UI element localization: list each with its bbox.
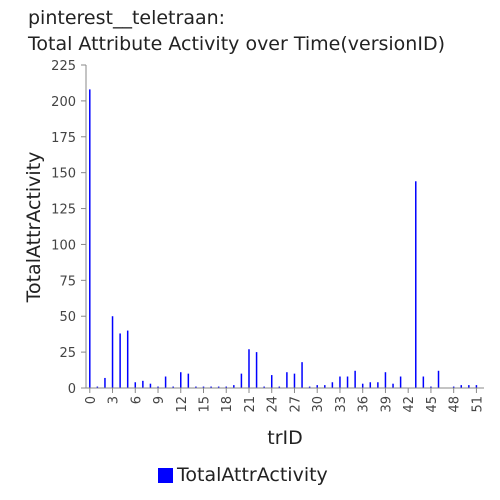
bar <box>225 386 227 388</box>
x-tick-label: 24 <box>266 396 281 413</box>
bar <box>202 386 205 388</box>
y-tick-label: 175 <box>51 131 76 146</box>
bar <box>248 349 250 388</box>
bar <box>142 380 144 388</box>
x-tick-label: 45 <box>425 396 440 413</box>
bar <box>149 383 152 388</box>
x-tick-label: 21 <box>243 396 258 413</box>
bar <box>430 386 432 388</box>
bar <box>384 372 387 388</box>
y-tick-label: 0 <box>68 382 76 397</box>
bar <box>475 385 478 388</box>
bar <box>324 385 326 388</box>
bar <box>392 383 394 388</box>
legend-swatch <box>158 467 173 483</box>
bar <box>111 316 114 388</box>
x-tick-label: 27 <box>288 396 303 413</box>
y-tick-label: 100 <box>51 238 76 253</box>
x-tick-label: 30 <box>311 396 326 413</box>
bar <box>354 370 356 388</box>
x-tick-label: 42 <box>402 396 417 413</box>
bar <box>468 385 470 388</box>
bar-series <box>89 89 478 388</box>
bar <box>278 386 281 388</box>
y-axis-ticks: 0 25 50 75 100 125 150 175 200 225 <box>51 59 86 397</box>
y-tick-label: 200 <box>51 95 76 110</box>
bar <box>293 373 296 388</box>
bar <box>164 376 167 388</box>
x-tick-label: 15 <box>198 396 213 413</box>
x-tick-label: 36 <box>357 396 372 413</box>
bar <box>134 382 137 388</box>
x-tick-label: 48 <box>448 396 463 413</box>
y-axis-title: TotalAttrActivity <box>23 152 45 304</box>
bar <box>255 352 258 388</box>
x-tick-label: 18 <box>220 396 235 413</box>
bar <box>89 89 91 388</box>
bar <box>195 386 197 388</box>
x-tick-label: 12 <box>175 396 190 413</box>
x-tick-label: 9 <box>152 396 167 404</box>
y-tick-label: 150 <box>51 167 76 182</box>
bar <box>270 375 273 388</box>
x-tick-label: 0 <box>84 396 99 404</box>
bar <box>187 373 190 388</box>
legend: TotalAttrActivity <box>158 464 328 486</box>
x-tick-label: 39 <box>379 396 394 413</box>
y-tick-label: 25 <box>59 346 76 361</box>
bar <box>119 333 121 388</box>
bar <box>452 386 455 388</box>
x-tick-label: 6 <box>129 396 144 404</box>
bar <box>104 377 106 388</box>
bar <box>437 370 440 388</box>
bar <box>126 330 129 388</box>
x-axis-title: trID <box>267 427 303 449</box>
bar <box>301 362 303 388</box>
legend-label: TotalAttrActivity <box>177 464 328 486</box>
bar <box>233 385 235 388</box>
y-tick-label: 50 <box>59 310 76 325</box>
bar <box>415 181 417 388</box>
y-tick-label: 125 <box>51 203 76 218</box>
bar <box>377 382 379 388</box>
bar <box>422 376 425 388</box>
bar <box>460 385 463 388</box>
bar <box>316 385 318 388</box>
x-tick-label: 33 <box>334 396 349 413</box>
bar <box>157 386 159 388</box>
chart-title-line-2: Total Attribute Activity over Time(versi… <box>28 33 445 55</box>
bar <box>263 386 265 388</box>
bar <box>339 376 341 388</box>
x-tick-label: 3 <box>107 396 122 404</box>
x-tick-label: 51 <box>470 396 485 413</box>
bar <box>172 386 174 388</box>
bar <box>217 386 220 388</box>
bar <box>210 386 212 388</box>
bar <box>399 376 402 388</box>
bar <box>369 382 372 388</box>
y-tick-label: 225 <box>51 59 76 74</box>
x-axis-ticks: 0 3 6 9 12 15 18 21 24 27 30 33 36 39 42 45 48 51 <box>84 388 485 413</box>
bar <box>180 372 182 388</box>
bar <box>331 382 334 388</box>
bar <box>240 373 243 388</box>
bar <box>346 376 349 388</box>
bar <box>308 386 311 388</box>
chart-title-line-1: pinterest__teletraan: <box>28 7 226 29</box>
bar <box>361 383 364 388</box>
bar <box>286 372 288 388</box>
y-tick-label: 75 <box>59 274 76 289</box>
bar <box>96 386 99 388</box>
